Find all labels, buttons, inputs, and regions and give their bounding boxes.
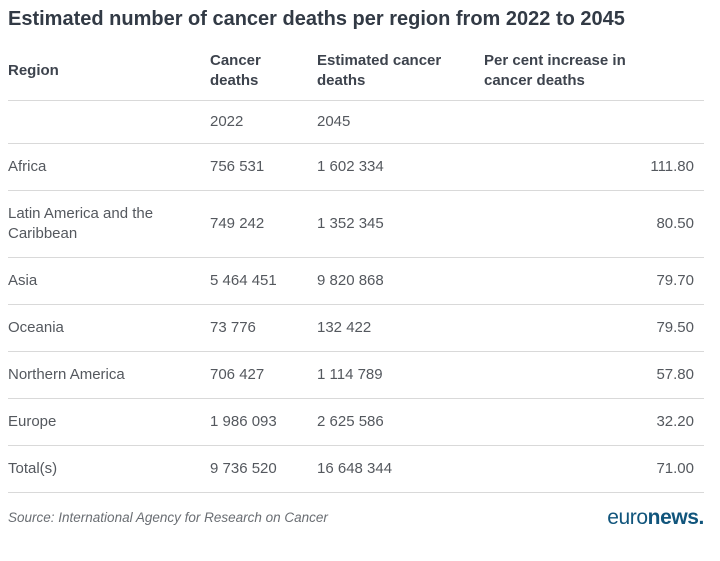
increase-cell: 32.20 [484,398,704,446]
region-cell: Latin America and the Caribbean [8,190,210,258]
region-cell: Asia [8,257,210,305]
table-row-europe: Europe 1 986 093 2 625 586 32.20 [8,398,704,446]
estimated-2045-cell: 1 352 345 [317,190,484,258]
column-header-percent-increase-label: Per cent increase in cancer deaths [484,52,626,89]
region-cell: Oceania [8,304,210,352]
table-row-northern-america: Northern America 706 427 1 114 789 57.80 [8,351,704,399]
increase-cell: 71.00 [484,445,704,493]
region-cell: Total(s) [8,445,210,493]
estimated-2045-cell: 132 422 [317,304,484,352]
page-title: Estimated number of cancer deaths per re… [8,8,625,30]
estimated-2045-cell: 16 648 344 [317,445,484,493]
source-attribution: Source: International Agency for Researc… [8,510,328,525]
table-row-latin-america: Latin America and the Caribbean 749 242 … [8,190,704,258]
estimated-2045-cell: 1 114 789 [317,351,484,399]
deaths-2022-cell: 5 464 451 [210,257,317,305]
footer: Source: International Agency for Researc… [8,493,704,528]
estimated-2045-cell: 1 602 334 [317,143,484,191]
subheader-year-2045: 2045 [317,100,484,144]
deaths-2022-cell: 706 427 [210,351,317,399]
subheader-empty [8,100,210,144]
column-header-percent-increase: Per cent increase in cancer deaths [484,42,704,101]
deaths-2022-cell: 1 986 093 [210,398,317,446]
column-header-cancer-deaths: Cancer deaths [210,42,317,101]
table-row-totals: Total(s) 9 736 520 16 648 344 71.00 [8,445,704,493]
table-row-oceania: Oceania 73 776 132 422 79.50 [8,304,704,352]
increase-cell: 111.80 [484,143,704,191]
region-cell: Europe [8,398,210,446]
euronews-logo-news: news. [647,506,705,529]
increase-cell: 79.70 [484,257,704,305]
table-row-asia: Asia 5 464 451 9 820 868 79.70 [8,257,704,305]
deaths-2022-cell: 9 736 520 [210,445,317,493]
region-cell: Africa [8,143,210,191]
increase-cell: 80.50 [484,190,704,258]
euronews-logo-euro: euro [607,506,648,529]
header-row: Region Cancer deaths Estimated cancer de… [8,42,704,101]
column-header-estimated-cancer-deaths: Estimated cancer deaths [317,42,484,101]
subheader-row: 2022 2045 [8,100,704,144]
table-row-africa: Africa 756 531 1 602 334 111.80 [8,143,704,191]
column-header-region: Region [8,42,210,101]
increase-cell: 79.50 [484,304,704,352]
subheader-empty [484,100,704,144]
deaths-2022-cell: 749 242 [210,190,317,258]
estimated-2045-cell: 2 625 586 [317,398,484,446]
estimated-2045-cell: 9 820 868 [317,257,484,305]
subheader-year-2022: 2022 [210,100,317,144]
euronews-logo: euronews. [607,507,704,528]
increase-cell: 57.80 [484,351,704,399]
data-table: Region Cancer deaths Estimated cancer de… [8,42,704,493]
deaths-2022-cell: 756 531 [210,143,317,191]
deaths-2022-cell: 73 776 [210,304,317,352]
region-cell: Northern America [8,351,210,399]
